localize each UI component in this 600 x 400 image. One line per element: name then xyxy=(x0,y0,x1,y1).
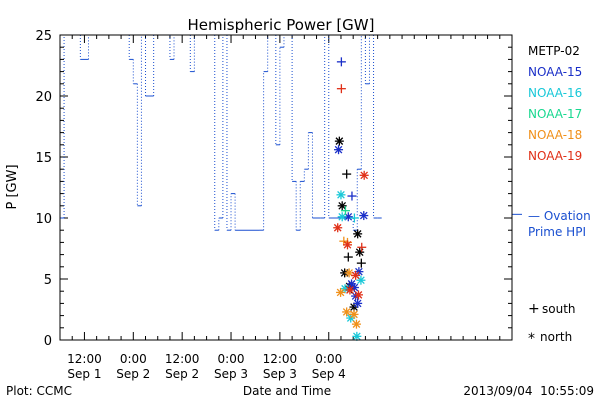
y-tick-label: 0 xyxy=(44,334,52,349)
marker-stroke xyxy=(353,230,362,238)
marker-stroke xyxy=(344,212,353,221)
marker-north xyxy=(345,285,355,295)
marker-north xyxy=(353,290,363,300)
marker-north xyxy=(353,298,363,308)
marker-stroke xyxy=(352,320,361,328)
marker-south xyxy=(357,242,367,252)
marker-north xyxy=(342,240,352,250)
marker-south xyxy=(349,213,359,223)
y-tick-label: 20 xyxy=(35,90,52,105)
x-tick-label-time: 0:00 xyxy=(120,352,147,366)
x-tick-label-time: 12:00 xyxy=(67,352,102,366)
marker-north xyxy=(336,287,346,297)
marker-south xyxy=(347,191,357,201)
marker-south xyxy=(339,236,349,246)
marker-stroke xyxy=(360,171,369,180)
legend-entry: NOAA-15 xyxy=(528,65,582,79)
north-legend-label: north xyxy=(540,330,572,344)
x-tick-label-date: Sep 2 xyxy=(116,367,150,381)
marker-north xyxy=(349,309,359,319)
marker-north xyxy=(333,223,343,233)
legend-entry: METP-02 xyxy=(528,44,580,58)
marker-stroke xyxy=(335,137,344,145)
marker-stroke xyxy=(357,276,365,285)
y-tick-label: 10 xyxy=(35,212,52,227)
marker-stroke xyxy=(337,190,345,199)
x-tick-label-date: Sep 1 xyxy=(67,367,101,381)
x-tick-label-time: 12:00 xyxy=(263,352,298,366)
marker-stroke xyxy=(338,201,347,210)
legend-entry: NOAA-17 xyxy=(528,107,582,121)
marker-stroke xyxy=(343,241,352,249)
marker-north xyxy=(359,211,369,221)
marker-north xyxy=(334,136,344,146)
x-axis-label: Date and Time xyxy=(243,384,331,398)
marker-stroke xyxy=(333,223,342,232)
legend-entry: NOAA-19 xyxy=(528,149,582,163)
marker-stroke xyxy=(354,291,363,299)
x-tick-label-date: Sep 3 xyxy=(214,367,248,381)
marker-stroke xyxy=(353,299,362,308)
marker-north xyxy=(344,268,354,278)
marker-north xyxy=(342,307,352,317)
marker-stroke xyxy=(336,288,345,297)
marker-stroke xyxy=(334,145,343,154)
marker-south xyxy=(343,252,353,262)
y-axis-label: P [GW] xyxy=(5,164,20,209)
marker-south xyxy=(342,169,352,179)
legend-entry: NOAA-18 xyxy=(528,128,582,142)
marker-south xyxy=(356,258,366,268)
plot-frame xyxy=(59,34,513,341)
south-symbol: + xyxy=(528,301,540,317)
marker-south xyxy=(340,206,350,216)
south-legend-label: south xyxy=(542,302,576,316)
x-tick-label-date: Sep 2 xyxy=(165,367,199,381)
marker-north xyxy=(355,247,365,257)
chart-title: Hemispheric Power [GW] xyxy=(188,16,375,34)
marker-stroke xyxy=(351,271,360,280)
ovation-legend-line2: Prime HPI xyxy=(528,225,586,239)
marker-north xyxy=(351,270,361,280)
marker-stroke xyxy=(359,211,368,220)
x-tick-label-time: 0:00 xyxy=(315,352,342,366)
ovation-series xyxy=(60,34,522,231)
legend: METP-02 NOAA-15 NOAA-16 NOAA-17 NOAA-18 NOAA-… xyxy=(528,44,582,163)
marker-north xyxy=(359,170,369,180)
ovation-legend-line1: — Ovation xyxy=(528,209,591,223)
y-tick-label: 5 xyxy=(44,273,52,288)
marker-north xyxy=(337,212,347,222)
x-tick-label-date: Sep 3 xyxy=(263,367,297,381)
north-symbol: * xyxy=(528,331,535,347)
legend-entry: NOAA-16 xyxy=(528,86,582,100)
footer-credit: Plot: CCMC xyxy=(6,384,72,398)
marker-stroke xyxy=(350,310,358,319)
marker-stroke xyxy=(346,286,354,294)
marker-north xyxy=(336,190,346,200)
marker-north xyxy=(352,331,362,341)
marker-stroke xyxy=(345,269,353,277)
marker-south xyxy=(336,84,346,94)
marker-north xyxy=(351,319,361,329)
y-tick-label: 15 xyxy=(35,151,52,166)
marker-stroke xyxy=(342,308,351,316)
x-tick-label-date: Sep 4 xyxy=(312,367,346,381)
footer-timestamp: 2013/09/04 10:55:09 xyxy=(463,384,594,398)
marker-stroke xyxy=(338,212,347,221)
marker-north xyxy=(353,229,363,239)
x-tick-label-time: 0:00 xyxy=(218,352,245,366)
y-tick-label: 25 xyxy=(35,29,52,44)
marker-north xyxy=(337,201,347,211)
marker-north xyxy=(334,145,344,155)
marker-stroke xyxy=(353,332,361,341)
marker-south xyxy=(336,57,346,67)
x-tick-label-time: 12:00 xyxy=(165,352,200,366)
satellite-markers xyxy=(333,57,369,341)
